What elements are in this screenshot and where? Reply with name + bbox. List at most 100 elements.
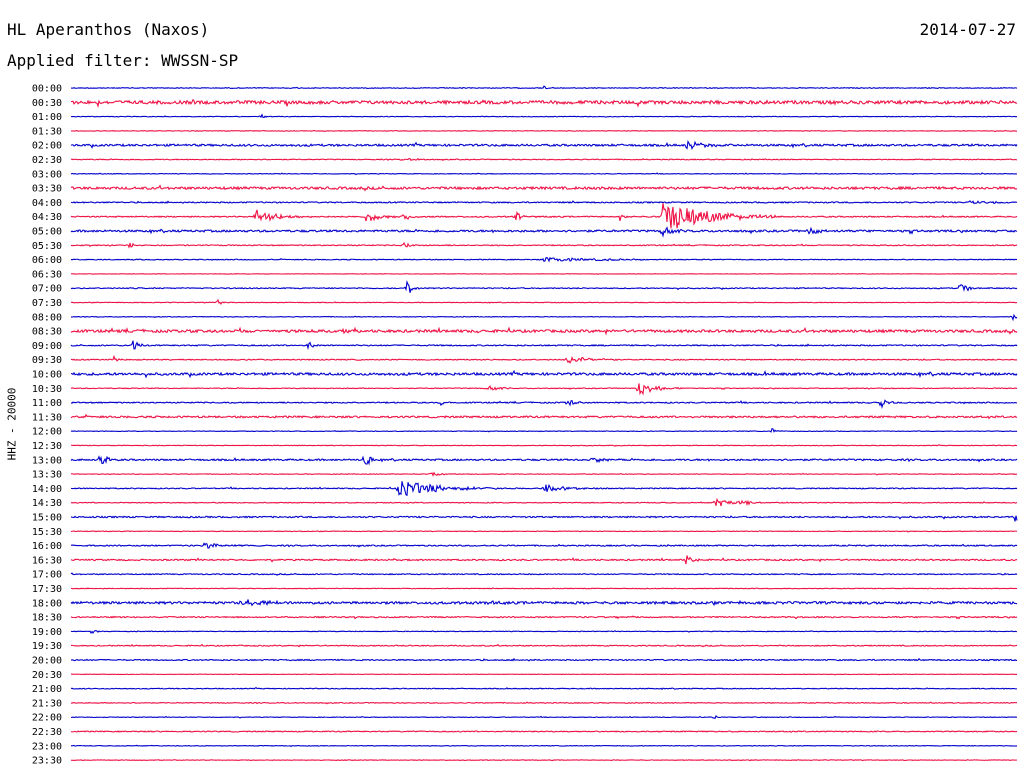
trace-line	[70, 599, 1018, 607]
trace-line	[70, 413, 1018, 420]
hour-label: 03:30	[32, 184, 62, 195]
trace-line	[70, 572, 1018, 576]
hour-label: 18:00	[32, 598, 62, 609]
hour-label: 14:00	[32, 484, 62, 495]
trace-line	[70, 184, 1018, 192]
trace-line	[70, 615, 1018, 620]
trace-line	[70, 555, 1018, 565]
trace-line	[70, 730, 1018, 734]
hour-label: 01:00	[32, 112, 62, 123]
trace-line	[70, 326, 1018, 336]
hour-label: 21:30	[32, 698, 62, 709]
trace-line	[70, 298, 1018, 306]
trace-line	[70, 203, 1018, 229]
trace-line	[71, 542, 1018, 549]
hour-label: 19:00	[32, 627, 62, 638]
hour-label: 00:00	[32, 84, 62, 95]
trace-line	[70, 157, 1018, 162]
trace-line	[70, 340, 1018, 351]
trace-line	[70, 383, 1018, 396]
hour-label: 19:30	[32, 641, 62, 652]
hour-label: 09:30	[32, 355, 62, 366]
trace-line	[70, 455, 1018, 466]
hour-label: 05:00	[32, 227, 62, 238]
trace-line	[70, 701, 1017, 705]
hour-label: 16:00	[32, 541, 62, 552]
hour-label: 13:30	[32, 470, 62, 481]
trace-line	[70, 200, 1018, 205]
trace-line	[70, 587, 1018, 590]
hour-label: 13:00	[32, 455, 62, 466]
hour-label: 06:00	[32, 255, 62, 266]
hour-label: 03:00	[32, 169, 62, 180]
trace-line	[70, 643, 1018, 648]
hour-label: 10:30	[32, 384, 62, 395]
trace-line	[70, 354, 1018, 364]
trace-line	[70, 744, 1018, 748]
hour-label: 17:30	[32, 584, 62, 595]
trace-line	[70, 686, 1018, 691]
trace-line	[70, 241, 1018, 249]
hour-label: 15:00	[32, 513, 62, 524]
hour-label: 16:30	[32, 555, 62, 566]
hour-label: 05:30	[32, 241, 62, 252]
trace-line	[70, 129, 1018, 133]
trace-line	[70, 140, 1018, 151]
trace-line	[70, 629, 1018, 635]
hour-label: 06:30	[32, 269, 62, 280]
hour-label: 23:00	[32, 741, 62, 752]
trace-line	[70, 715, 1018, 720]
trace-line	[70, 427, 1018, 433]
hour-label: 15:30	[32, 527, 62, 538]
hour-label: 00:30	[32, 98, 62, 109]
trace-line	[70, 759, 1018, 762]
trace-line	[70, 113, 1018, 119]
hour-label: 01:30	[32, 126, 62, 137]
hour-label: 04:30	[32, 212, 62, 223]
hour-label: 20:00	[32, 656, 62, 667]
hour-label: 08:30	[32, 327, 62, 338]
hour-label: 22:30	[32, 727, 62, 738]
hour-label: 18:30	[32, 613, 62, 624]
hour-label: 20:30	[32, 670, 62, 681]
trace-line	[70, 673, 1018, 676]
trace-line	[70, 515, 1018, 522]
hour-label: 02:30	[32, 155, 62, 166]
hour-label: 02:00	[32, 141, 62, 152]
trace-line	[70, 444, 1018, 447]
trace-line	[70, 280, 1018, 293]
trace-line	[70, 497, 1018, 507]
hour-label: 12:00	[32, 427, 62, 438]
hour-label: 23:30	[32, 756, 62, 767]
hour-label: 07:00	[32, 284, 62, 295]
trace-line	[70, 272, 1018, 275]
trace-line	[70, 399, 1018, 409]
hour-label: 09:00	[32, 341, 62, 352]
plot-date: 2014-07-27	[919, 20, 1016, 39]
hour-label: 04:00	[32, 198, 62, 209]
trace-line	[70, 172, 1018, 176]
trace-line	[70, 369, 1018, 379]
hour-label: 10:00	[32, 370, 62, 381]
hour-label: 12:30	[32, 441, 62, 452]
hour-label: 21:00	[32, 684, 62, 695]
hour-label: 11:30	[32, 412, 62, 423]
hour-label: 17:00	[32, 570, 62, 581]
trace-line	[70, 85, 1018, 90]
trace-line	[70, 256, 1018, 263]
hour-label: 08:00	[32, 312, 62, 323]
station-title: HL Aperanthos (Naxos)	[7, 20, 210, 39]
trace-line	[70, 530, 1018, 533]
trace-line	[70, 226, 1018, 238]
hour-label: 07:30	[32, 298, 62, 309]
trace-line	[71, 471, 1018, 477]
trace-line	[70, 98, 1018, 108]
filter-label: Applied filter: WWSSN-SP	[7, 51, 239, 70]
hour-label: 11:00	[32, 398, 62, 409]
hour-label: 22:00	[32, 713, 62, 724]
trace-line	[70, 657, 1018, 662]
trace-line	[70, 481, 1018, 497]
trace-line	[70, 313, 1018, 322]
